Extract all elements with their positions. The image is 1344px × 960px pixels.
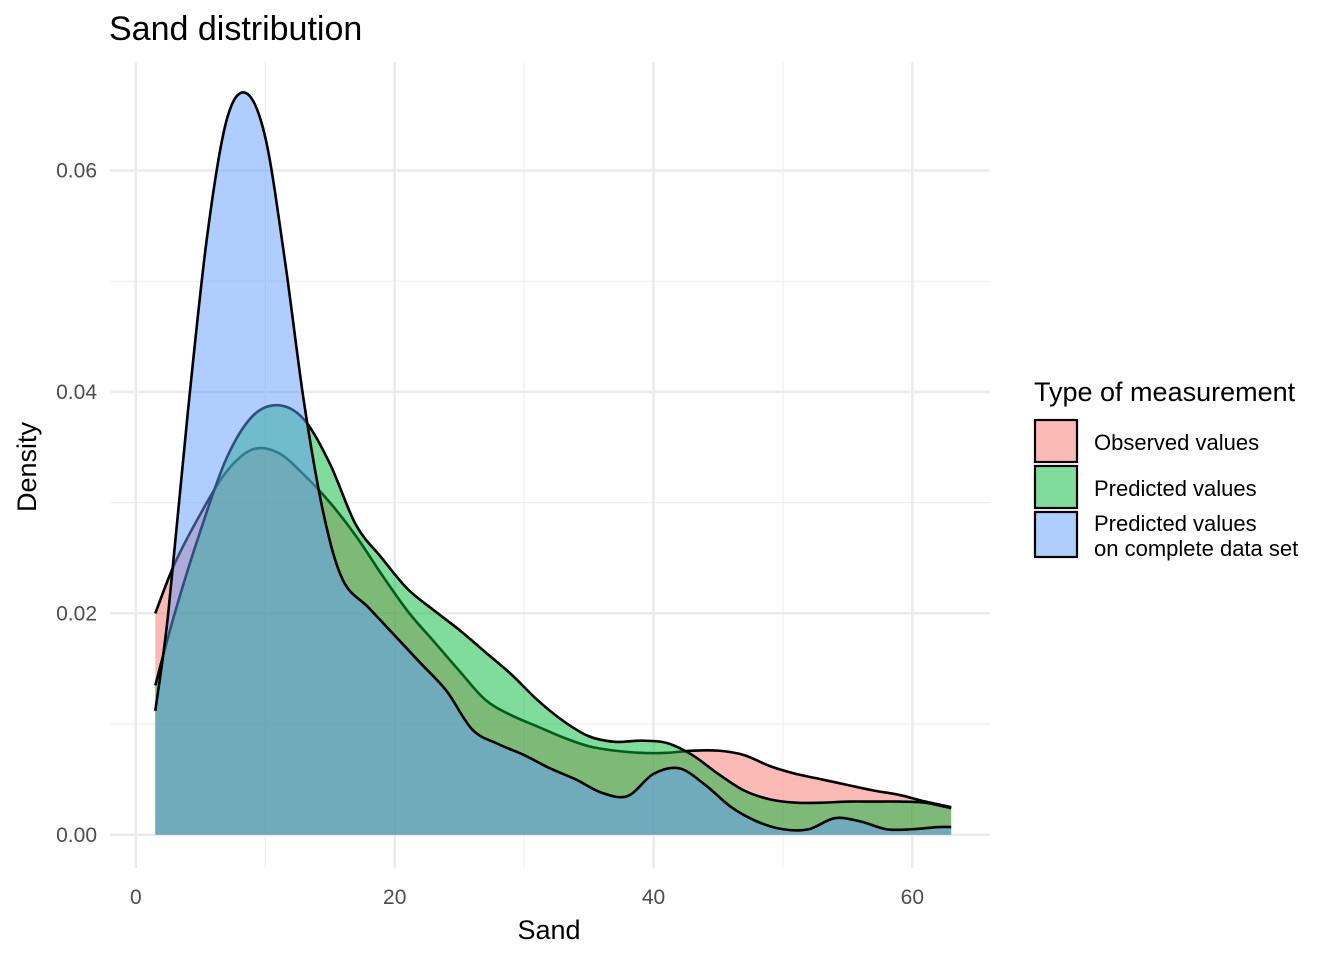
legend-item-observed: Observed values: [1033, 418, 1259, 464]
x-tick-label: 40: [642, 886, 665, 909]
x-tick-label: 0: [130, 886, 142, 909]
legend-label-observed: Observed values: [1094, 430, 1259, 455]
density-areas: [154, 91, 952, 835]
y-tick-label: 0.00: [56, 824, 97, 847]
legend-key-observed: [1033, 418, 1079, 464]
y-tick-label: 0.04: [56, 381, 97, 404]
legend-label-predicted: Predicted values: [1094, 476, 1257, 501]
x-tick-label: 20: [383, 886, 406, 909]
chart-title: Sand distribution: [109, 10, 362, 48]
legend: Type of measurement Observed values Pred…: [1033, 377, 1298, 561]
x-axis-ticks: 0 20 40 60: [130, 886, 924, 909]
legend-key-predicted: [1033, 464, 1079, 510]
y-axis-ticks: 0.00 0.02 0.04 0.06: [56, 160, 97, 847]
legend-key-predicted-complete: [1033, 510, 1079, 559]
y-axis-title: Density: [12, 421, 42, 512]
y-tick-label: 0.06: [56, 160, 97, 183]
density-area-predicted-complete: [155, 92, 952, 835]
legend-label-predicted-complete-line1: Predicted values: [1094, 511, 1257, 536]
legend-item-predicted: Predicted values: [1033, 464, 1257, 510]
density-line-predicted-complete: [154, 91, 952, 832]
legend-label-predicted-complete-line2: on complete data set: [1094, 536, 1298, 561]
x-tick-label: 60: [901, 886, 924, 909]
y-tick-label: 0.02: [56, 602, 97, 625]
x-axis-title: Sand: [517, 915, 580, 945]
legend-title: Type of measurement: [1034, 377, 1296, 407]
legend-item-predicted-complete: Predicted values on complete data set: [1033, 510, 1298, 561]
